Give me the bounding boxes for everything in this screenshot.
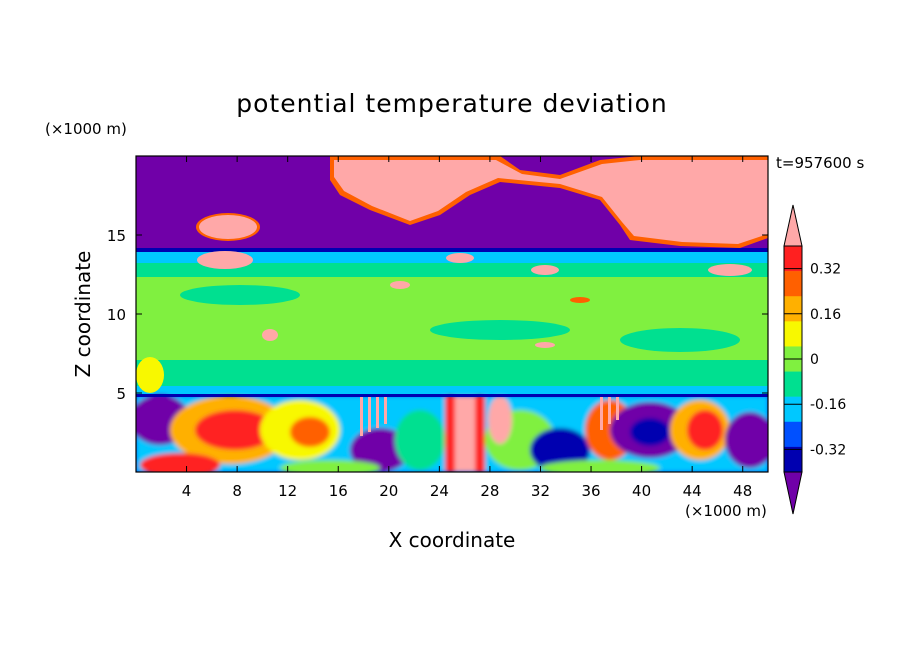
x-tick-label: 20 <box>379 482 398 500</box>
y-axis-label: Z coordinate <box>71 251 95 378</box>
x-tick-label: 36 <box>581 482 600 500</box>
layer-upper-edge <box>136 248 768 252</box>
layer-middle-teal-band <box>136 263 768 277</box>
colorbar-extend-min <box>783 471 803 515</box>
colorbar-band <box>784 421 802 448</box>
colorbar-band <box>784 246 802 272</box>
middle-features <box>136 281 768 393</box>
x-tick-label: 48 <box>733 482 752 500</box>
colorbar-tick-label: 0 <box>810 352 819 368</box>
x-tick-label: 40 <box>632 482 651 500</box>
x-tick-label: 44 <box>683 482 702 500</box>
colorbar-band <box>784 321 802 347</box>
y-tick-label: 10 <box>107 306 126 324</box>
x-unit-label: (×1000 m) <box>685 502 767 520</box>
x-axis-label: X coordinate <box>389 528 516 552</box>
colorbar-band <box>784 396 802 423</box>
y-tick-label: 5 <box>116 385 126 403</box>
colorbar-tick-label: -0.16 <box>810 397 846 413</box>
x-tick-label: 24 <box>430 482 449 500</box>
y-tick-label: 15 <box>107 227 126 245</box>
layer-middle-cyan-band-low <box>136 386 768 396</box>
plot-area <box>136 156 768 472</box>
colorbar-band <box>784 296 802 322</box>
chart-title: potential temperature deviation <box>236 89 667 118</box>
lower-streaks <box>360 396 619 436</box>
x-axis: 4 8 12 16 20 24 28 32 36 40 44 48 <box>182 156 752 500</box>
x-tick-label: 12 <box>278 482 297 500</box>
upper-blobs <box>196 156 768 276</box>
x-tick-label: 4 <box>182 482 192 500</box>
lower-turbulence <box>136 395 768 472</box>
y-unit-label: (×1000 m) <box>45 120 127 138</box>
x-tick-label: 16 <box>329 482 348 500</box>
x-tick-label: 28 <box>480 482 499 500</box>
colorbar-tick-label: -0.32 <box>810 442 846 458</box>
x-tick-label: 8 <box>232 482 242 500</box>
colorbar-tick-label: 0.32 <box>810 262 841 278</box>
colorbar-extend-max <box>783 204 803 247</box>
colorbar-band <box>784 446 802 473</box>
time-label: t=957600 s <box>776 154 864 172</box>
colorbar-band <box>784 271 802 297</box>
x-tick-label: 32 <box>531 482 550 500</box>
y-axis: 5 10 15 <box>107 227 768 403</box>
colorbar: 0.32 0.16 0 -0.16 -0.32 <box>783 204 846 515</box>
colorbar-band <box>784 371 802 397</box>
colorbar-tick-label: 0.16 <box>810 307 841 323</box>
